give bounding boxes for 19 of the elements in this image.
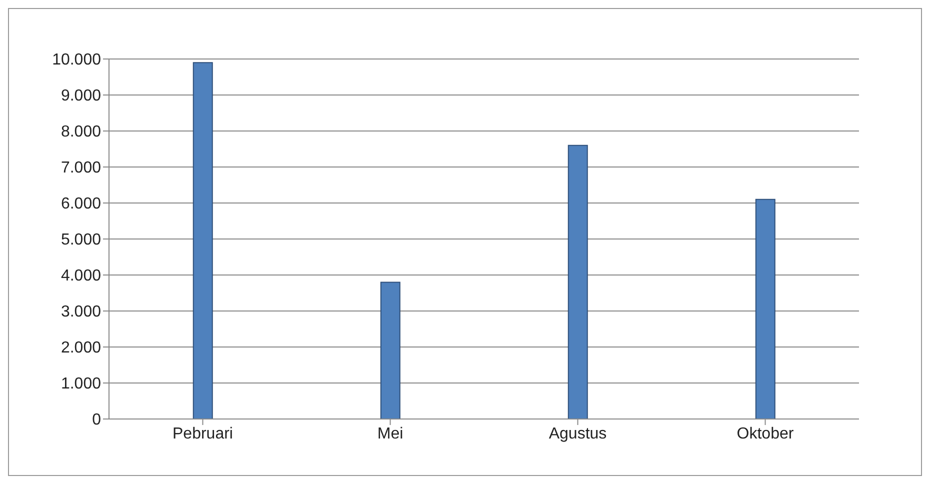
- x-tick-label: Mei: [377, 425, 404, 442]
- bar: [568, 144, 588, 419]
- y-tick-label: 8.000: [60, 124, 102, 141]
- y-tick-label: 5.000: [60, 232, 102, 249]
- y-tick-label: 9.000: [60, 88, 102, 105]
- y-tick-label: 6.000: [60, 196, 102, 213]
- y-tick-label: 7.000: [60, 160, 102, 177]
- y-tick-label: 0: [92, 412, 102, 429]
- y-tick-label: 4.000: [60, 268, 102, 285]
- y-tick-label: 3.000: [60, 304, 102, 321]
- bar: [755, 198, 776, 419]
- y-tick-label: 1.000: [60, 376, 102, 393]
- bar: [192, 62, 213, 419]
- y-tick-label: 10.000: [52, 52, 102, 69]
- bar: [380, 282, 400, 419]
- x-tick-label: Oktober: [736, 425, 794, 442]
- x-tick-label: Pebruari: [172, 425, 233, 442]
- x-tick-label: Agustus: [548, 425, 607, 442]
- y-tick-label: 2.000: [60, 340, 102, 357]
